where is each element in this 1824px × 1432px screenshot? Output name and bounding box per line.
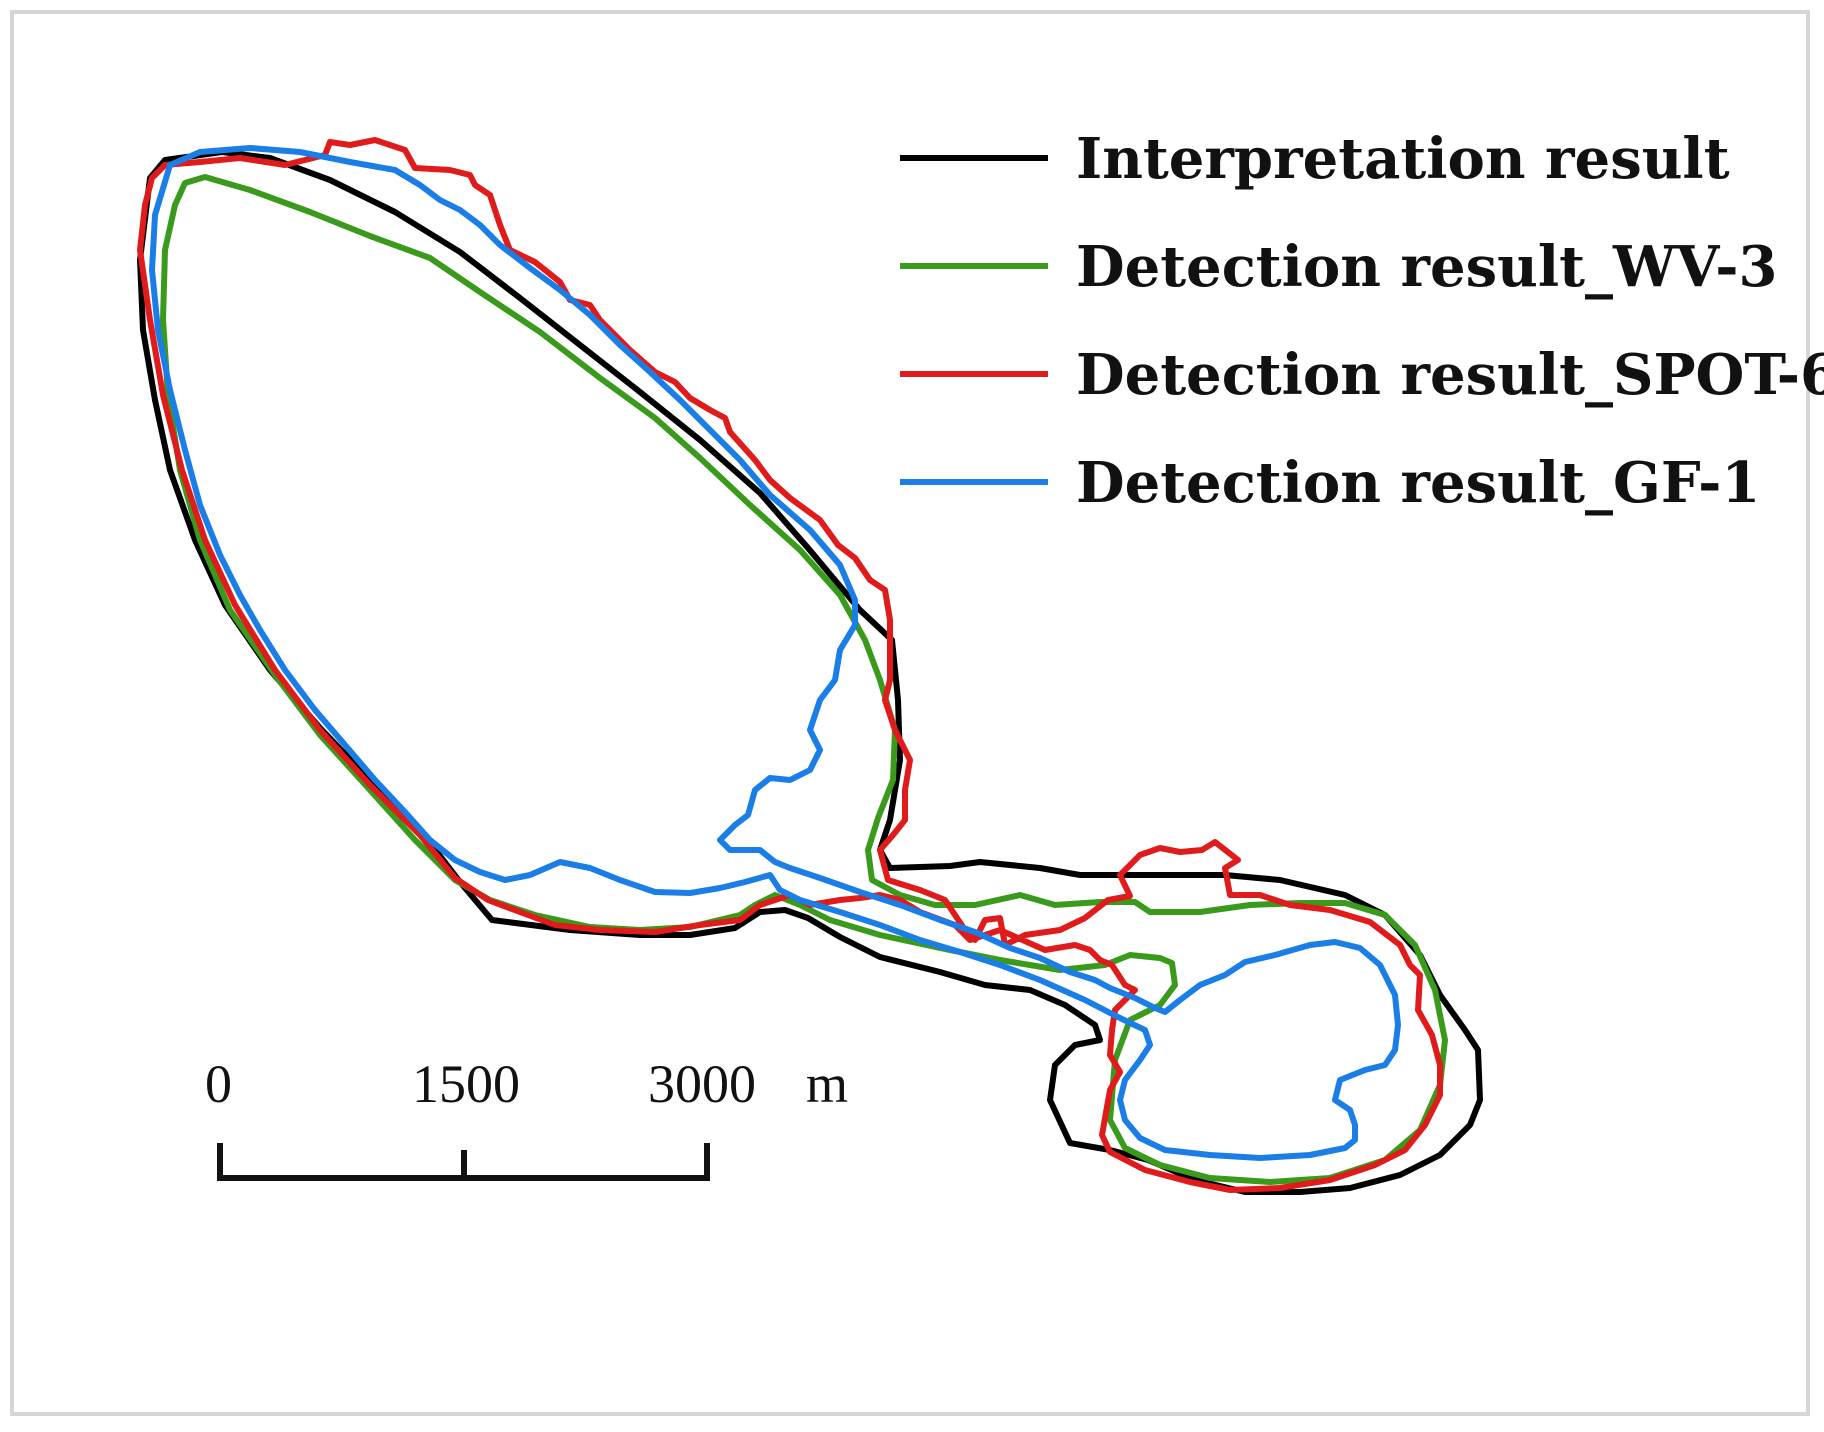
legend: Interpretation result Detection result_W…	[900, 126, 1824, 516]
wv3-outline	[160, 174, 1448, 1185]
gf1-outline	[149, 145, 1401, 1161]
interpretation-outline	[137, 149, 1483, 1195]
legend-label-spot6: Detection result_SPOT-6	[1076, 342, 1824, 408]
scale-unit: m	[806, 1054, 848, 1114]
scale-label-1500: 1500	[412, 1054, 520, 1114]
scale-label-3000: 3000	[648, 1054, 756, 1114]
legend-label-wv3: Detection result_WV-3	[1076, 234, 1777, 300]
legend-label-interpretation: Interpretation result	[1076, 126, 1730, 192]
scale-label-0: 0	[205, 1054, 232, 1114]
legend-label-gf1: Detection result_GF-1	[1076, 450, 1760, 516]
scale-bar: 0 1500 3000 m	[205, 1054, 848, 1181]
